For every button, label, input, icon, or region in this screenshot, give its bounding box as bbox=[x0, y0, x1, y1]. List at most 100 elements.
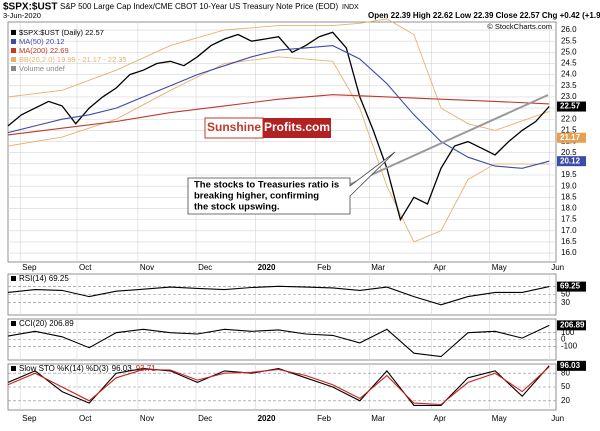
y-tick-label: 17.5 bbox=[561, 215, 577, 224]
value-badge-label: 22.57 bbox=[560, 102, 581, 111]
legend-label: Volume undef bbox=[19, 64, 66, 73]
legend-swatch bbox=[11, 39, 16, 44]
y-tick-label: 19.0 bbox=[561, 181, 577, 190]
y-tick-label: 25.0 bbox=[561, 47, 577, 56]
value-badge-label: 21.17 bbox=[560, 133, 581, 142]
value-badge-label: 20.12 bbox=[560, 156, 581, 165]
y-tick-label: 30 bbox=[561, 298, 570, 307]
y-tick-label: 16.5 bbox=[561, 237, 577, 246]
x-tick-label: Feb bbox=[317, 263, 331, 272]
y-tick-label: 100 bbox=[561, 328, 575, 337]
x-tick-label: Oct bbox=[79, 263, 92, 272]
y-tick-label: 18.5 bbox=[561, 192, 577, 201]
annotation: breaking higher, confirming bbox=[194, 191, 319, 202]
watermark: Sunshine bbox=[207, 120, 261, 134]
legend-swatch bbox=[11, 57, 16, 62]
y-tick-label: 23.0 bbox=[561, 92, 577, 101]
symbol: $SPX:$UST bbox=[3, 2, 57, 13]
series-line bbox=[7, 285, 550, 306]
y-tick-label: 20 bbox=[561, 396, 570, 405]
legend-swatch bbox=[11, 48, 16, 53]
x-tick-label: Sep bbox=[22, 414, 37, 423]
symbol-name: S&P 500 Large Cap Index/CME CBOT 10-Year… bbox=[60, 2, 339, 11]
value-badge bbox=[557, 320, 586, 331]
source: © StockCharts.com bbox=[487, 22, 552, 31]
y-tick-label: 19.5 bbox=[561, 170, 577, 179]
x-tick-label: Apr bbox=[434, 414, 447, 423]
legend-swatch bbox=[11, 30, 16, 35]
series-line bbox=[7, 366, 550, 406]
x-tick-label: Nov bbox=[140, 263, 154, 272]
value-badge bbox=[557, 360, 586, 371]
y-tick-label: 20.5 bbox=[561, 148, 577, 157]
legend-label: 93.71 bbox=[136, 364, 157, 373]
value-badge bbox=[557, 156, 586, 167]
legend-swatch bbox=[11, 66, 16, 71]
value-badge bbox=[557, 101, 586, 112]
panel bbox=[7, 21, 557, 263]
x-tick-label: May bbox=[492, 414, 507, 423]
x-tick-label: Mar bbox=[371, 263, 385, 272]
date: 3-Jun-2020 bbox=[3, 11, 41, 20]
legend-label: MA(50) 20.12 bbox=[19, 37, 64, 46]
legend-swatch bbox=[11, 366, 16, 371]
y-tick-label: 50 bbox=[561, 382, 570, 391]
legend-swatch bbox=[11, 276, 16, 281]
annotation: the stock upswing. bbox=[194, 202, 280, 213]
x-tick-label: Dec bbox=[198, 414, 212, 423]
value-badge bbox=[557, 132, 586, 143]
series-line bbox=[7, 18, 550, 131]
quote: Open 22.39 High 22.62 Low 22.39 Close 22… bbox=[368, 11, 600, 20]
panel-title: Slow STO %K(14) %D(3) bbox=[19, 364, 109, 373]
value-badge-label: 206.89 bbox=[560, 320, 585, 329]
y-tick-label: -100 bbox=[561, 341, 578, 350]
value-badge-label: 69.25 bbox=[560, 282, 581, 291]
x-tick-label: Mar bbox=[371, 414, 385, 423]
panel-title: CCI(20) 206.89 bbox=[19, 319, 74, 328]
series-line bbox=[7, 31, 550, 222]
x-tick-label: Sep bbox=[22, 263, 37, 272]
y-tick-label: 80 bbox=[561, 368, 570, 377]
watermark: Profits.com bbox=[264, 120, 330, 134]
series-line bbox=[7, 324, 550, 358]
legend-label: MA(200) 22.69 bbox=[19, 46, 69, 55]
legend-label: 96.03 bbox=[112, 364, 133, 373]
y-tick-label: 24.5 bbox=[561, 59, 577, 68]
y-tick-label: 25.5 bbox=[561, 36, 577, 45]
series-line bbox=[7, 56, 550, 243]
y-tick-label: 17.0 bbox=[561, 226, 577, 235]
y-tick-label: 24.0 bbox=[561, 70, 577, 79]
x-tick-label: Dec bbox=[198, 263, 212, 272]
x-tick-label: Jun bbox=[551, 414, 564, 423]
annotation: The stocks to Treasuries ratio is bbox=[194, 180, 339, 191]
series-line bbox=[7, 45, 550, 169]
value-badge bbox=[557, 281, 586, 292]
x-tick-label: Oct bbox=[79, 414, 92, 423]
legend-label: $SPX:$UST (Daily) 22.57 bbox=[19, 28, 104, 37]
y-tick-label: 50 bbox=[561, 290, 570, 299]
x-tick-label: Nov bbox=[140, 414, 154, 423]
y-tick-label: 18.0 bbox=[561, 204, 577, 213]
series-line bbox=[7, 94, 550, 136]
panel-title: RSI(14) 69.25 bbox=[19, 274, 69, 283]
y-tick-label: 26.0 bbox=[561, 25, 577, 34]
x-tick-label: Jun bbox=[551, 263, 564, 272]
exchange: INDX bbox=[342, 4, 359, 11]
watermark-box bbox=[263, 118, 331, 138]
x-tick-label: Feb bbox=[317, 414, 331, 423]
y-tick-label: 16.0 bbox=[561, 248, 577, 257]
value-badge-label: 96.03 bbox=[560, 361, 581, 370]
plots: 16.016.517.017.518.018.519.019.520.020.5… bbox=[7, 18, 586, 423]
y-tick-label: 21.5 bbox=[561, 126, 577, 135]
x-tick-label: 2020 bbox=[258, 263, 276, 272]
legend-swatch bbox=[11, 321, 16, 326]
y-tick-label: 22.0 bbox=[561, 114, 577, 123]
legend-label: BB(20,2.0) 19.99 - 21.17 - 22.35 bbox=[19, 55, 127, 64]
x-tick-label: Apr bbox=[434, 263, 447, 272]
x-tick-label: 2020 bbox=[258, 414, 276, 423]
y-tick-label: 0 bbox=[561, 335, 566, 344]
y-tick-label: 23.5 bbox=[561, 81, 577, 90]
x-tick-label: May bbox=[492, 263, 507, 272]
callout bbox=[187, 151, 396, 215]
